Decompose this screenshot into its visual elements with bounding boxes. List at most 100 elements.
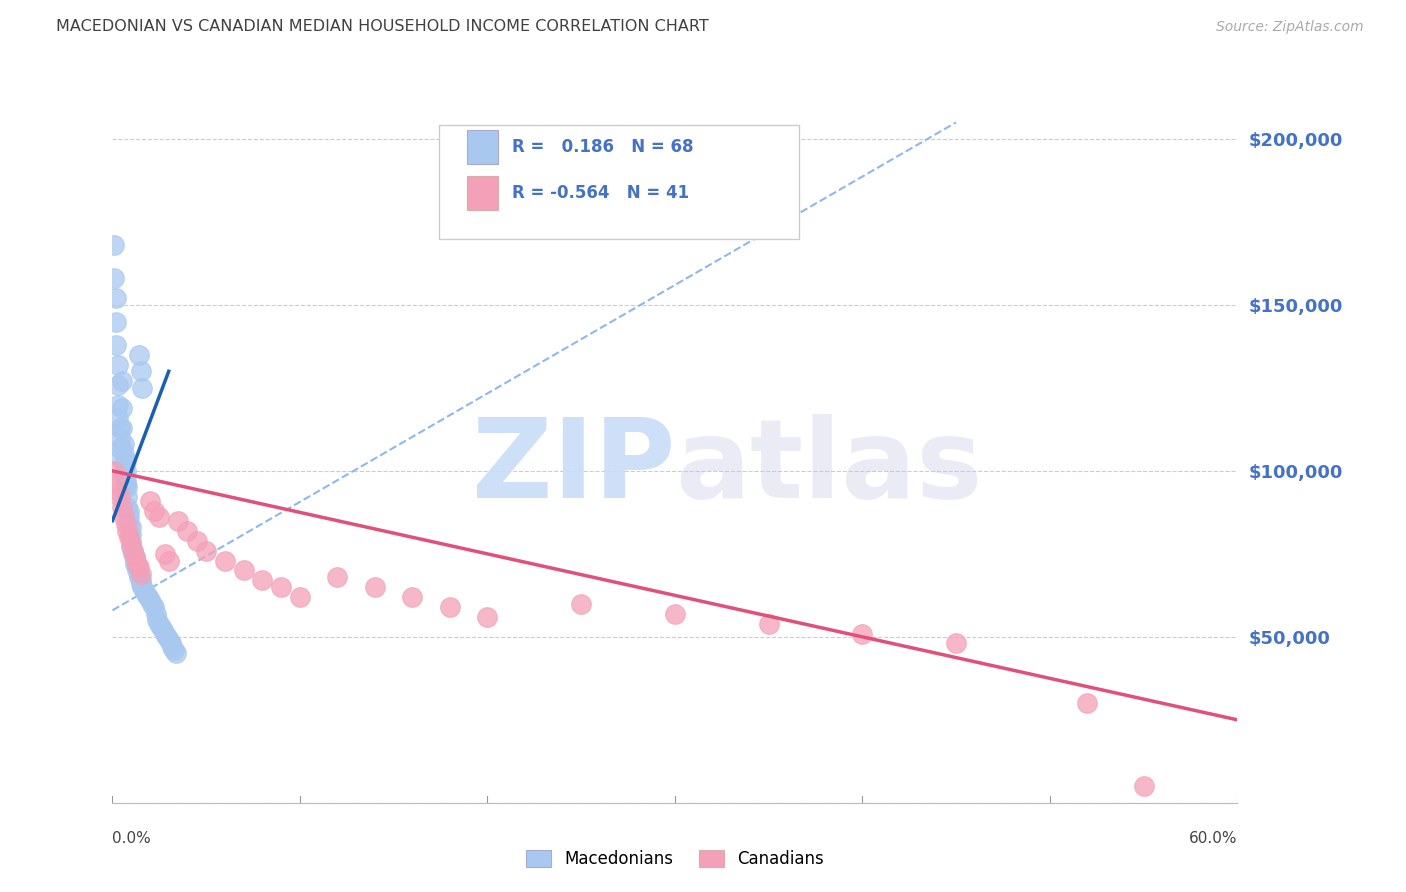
- Point: [108, 441, 131, 455]
- Point: [148, 616, 170, 631]
- Point: [131, 580, 153, 594]
- Point: [134, 583, 156, 598]
- Point: [128, 560, 150, 574]
- Point: [114, 454, 136, 468]
- Point: [141, 597, 163, 611]
- Point: [117, 481, 139, 495]
- Point: [152, 624, 174, 638]
- Point: [1076, 696, 1098, 710]
- Point: [139, 593, 162, 607]
- Point: [162, 640, 184, 654]
- Point: [108, 431, 131, 445]
- Point: [195, 543, 218, 558]
- Point: [252, 574, 274, 588]
- Point: [120, 540, 142, 554]
- Point: [108, 491, 131, 505]
- Point: [477, 610, 499, 624]
- Point: [118, 510, 141, 524]
- Point: [569, 597, 592, 611]
- Point: [128, 348, 150, 362]
- Point: [117, 524, 139, 538]
- Point: [103, 271, 125, 285]
- Point: [120, 533, 142, 548]
- Point: [114, 474, 136, 488]
- Text: R = -0.564   N = 41: R = -0.564 N = 41: [512, 184, 689, 202]
- Point: [150, 620, 173, 634]
- Point: [105, 474, 128, 488]
- Point: [112, 467, 135, 482]
- Point: [148, 510, 170, 524]
- Point: [114, 477, 136, 491]
- Point: [159, 636, 181, 650]
- Point: [120, 537, 142, 551]
- Point: [103, 464, 125, 478]
- Point: [124, 557, 146, 571]
- Point: [117, 491, 139, 505]
- Point: [111, 401, 134, 415]
- Point: [107, 483, 129, 498]
- Point: [108, 450, 131, 465]
- Point: [163, 643, 186, 657]
- Point: [145, 607, 167, 621]
- Point: [146, 613, 169, 627]
- Point: [129, 574, 152, 588]
- Point: [112, 447, 135, 461]
- Point: [128, 570, 150, 584]
- Point: [120, 520, 142, 534]
- Point: [664, 607, 686, 621]
- Legend: Macedonians, Canadians: Macedonians, Canadians: [519, 843, 831, 875]
- Point: [111, 421, 134, 435]
- Point: [945, 636, 967, 650]
- Point: [125, 557, 148, 571]
- Point: [117, 500, 139, 515]
- Point: [111, 500, 134, 515]
- Point: [107, 358, 129, 372]
- Point: [111, 374, 134, 388]
- Point: [131, 381, 153, 395]
- Point: [167, 514, 190, 528]
- Point: [124, 550, 146, 565]
- Point: [120, 527, 142, 541]
- Point: [128, 566, 150, 581]
- Point: [118, 504, 141, 518]
- Point: [114, 516, 136, 531]
- Point: [125, 560, 148, 574]
- Point: [103, 238, 125, 252]
- Point: [122, 543, 145, 558]
- Point: [107, 397, 129, 411]
- Point: [288, 590, 311, 604]
- Point: [129, 566, 152, 581]
- Point: [157, 633, 180, 648]
- Point: [401, 590, 423, 604]
- Point: [107, 410, 129, 425]
- Point: [1132, 779, 1154, 793]
- Point: [135, 587, 157, 601]
- Point: [156, 630, 179, 644]
- Point: [122, 547, 145, 561]
- Point: [139, 493, 162, 508]
- Point: [118, 530, 141, 544]
- Point: [232, 564, 254, 578]
- FancyBboxPatch shape: [467, 129, 498, 164]
- Point: [270, 580, 292, 594]
- Point: [108, 421, 131, 435]
- Point: [107, 377, 129, 392]
- Point: [165, 647, 187, 661]
- Point: [124, 553, 146, 567]
- Point: [122, 543, 145, 558]
- Point: [186, 533, 208, 548]
- Text: ZIP: ZIP: [471, 414, 675, 521]
- Point: [105, 338, 128, 352]
- Text: MACEDONIAN VS CANADIAN MEDIAN HOUSEHOLD INCOME CORRELATION CHART: MACEDONIAN VS CANADIAN MEDIAN HOUSEHOLD …: [56, 20, 709, 34]
- Point: [111, 441, 134, 455]
- Y-axis label: Median Household Income: Median Household Income: [0, 344, 7, 548]
- Point: [125, 564, 148, 578]
- FancyBboxPatch shape: [439, 125, 799, 239]
- Text: Source: ZipAtlas.com: Source: ZipAtlas.com: [1216, 21, 1364, 34]
- FancyBboxPatch shape: [467, 176, 498, 210]
- Point: [124, 550, 146, 565]
- Text: R =   0.186   N = 68: R = 0.186 N = 68: [512, 138, 693, 156]
- Point: [112, 457, 135, 471]
- Point: [153, 547, 176, 561]
- Point: [142, 599, 165, 614]
